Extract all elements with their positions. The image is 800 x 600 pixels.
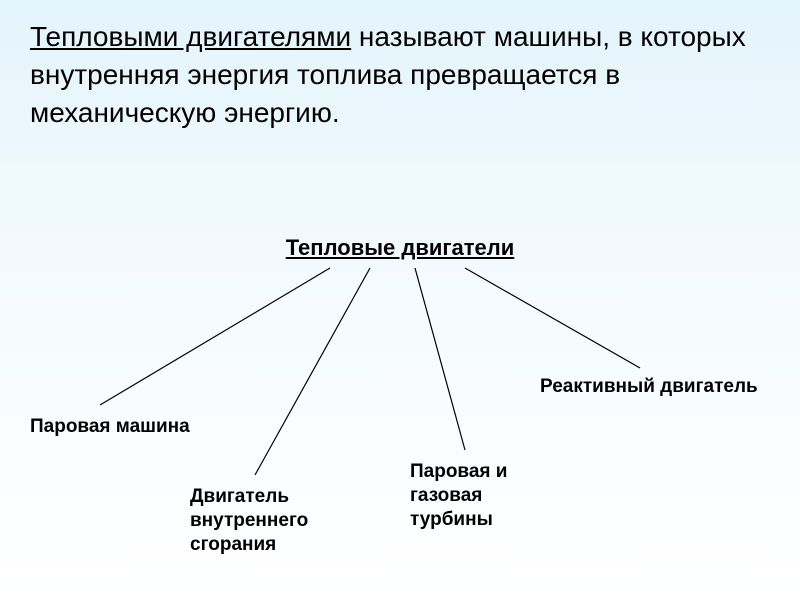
line-2 [255, 268, 370, 475]
leaf-ice: Двигатель внутреннего сгорания [190, 485, 340, 556]
diagram-title: Тепловые двигатели [0, 235, 800, 261]
line-4 [465, 268, 640, 368]
line-1 [100, 268, 330, 405]
leaf-jet: Реактивный двигатель [540, 375, 790, 399]
term-underlined: Тепловыми двигателями [30, 21, 351, 52]
line-3 [415, 268, 465, 450]
leaf-turbines: Паровая и газовая турбины [410, 460, 550, 531]
leaf-steam-engine: Паровая машина [30, 415, 190, 439]
definition-paragraph: Тепловыми двигателями называют машины, в… [30, 18, 750, 131]
